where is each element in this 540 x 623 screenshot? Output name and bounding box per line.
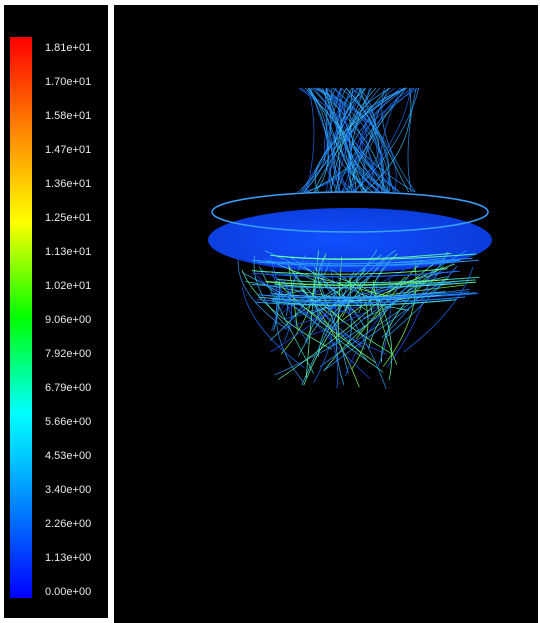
colorbar-label: 1.02e+01 (45, 280, 91, 292)
colorbar-label: 1.25e+01 (45, 212, 91, 224)
colorbar-label: 1.70e+01 (45, 76, 91, 88)
colorbar-label: 7.92e+00 (45, 348, 91, 360)
colorbar-label: 1.47e+01 (45, 144, 91, 156)
colorbar-label: 6.79e+00 (45, 382, 91, 394)
colorbar-label: 2.26e+00 (45, 518, 91, 530)
colorbar-label: 4.53e+00 (45, 450, 91, 462)
colorbar-label: 1.13e+00 (45, 552, 91, 564)
colorbar-label: 1.58e+01 (45, 110, 91, 122)
screenshot: 1.81e+01 1.70e+01 1.58e+01 1.47e+01 1.36e+01… (0, 0, 540, 623)
colorbar-label: 1.36e+01 (45, 178, 91, 190)
colorbar-label: 1.81e+01 (45, 42, 91, 54)
colorbar-label: 5.66e+00 (45, 416, 91, 428)
colorbar-label: 1.13e+01 (45, 246, 91, 258)
colorbar-label: 9.06e+00 (45, 314, 91, 326)
colorbar-label: 0.00e+00 (45, 586, 91, 598)
colorbar (10, 37, 32, 598)
viewport: 1.81e+01 1.70e+01 1.58e+01 1.47e+01 1.36e+01… (0, 0, 540, 623)
colorbar-label: 3.40e+00 (45, 484, 91, 496)
